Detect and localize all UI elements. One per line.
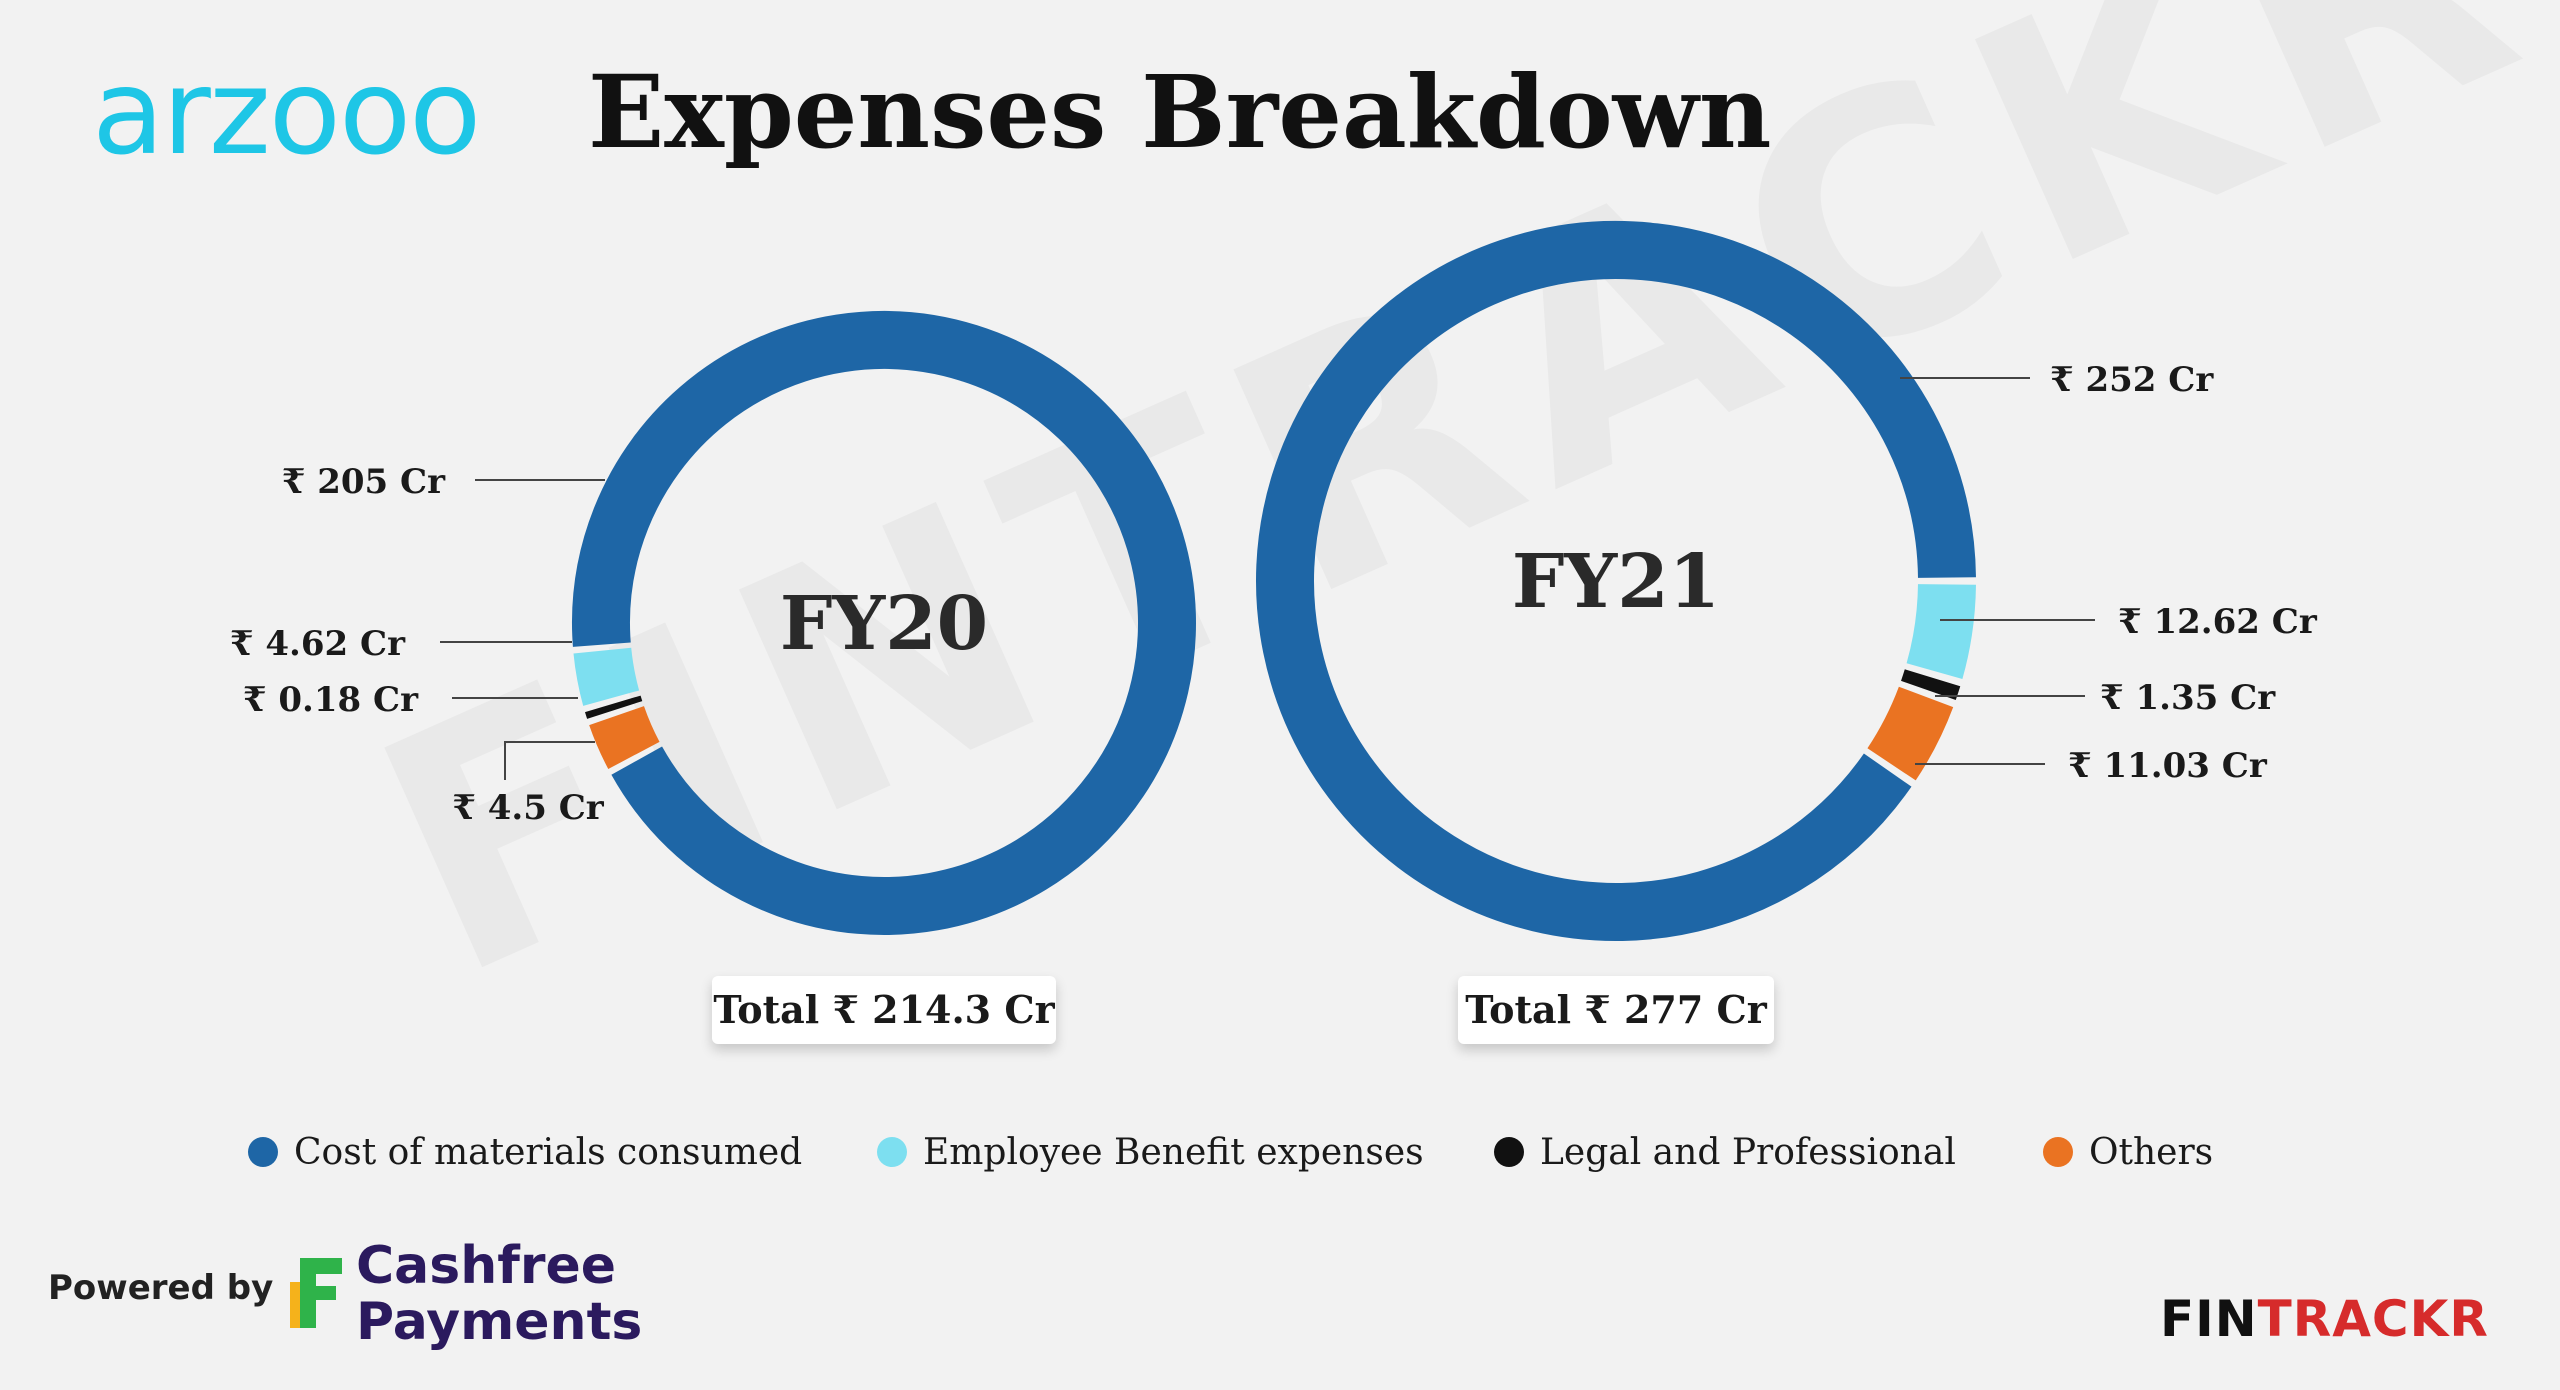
fy20-leader-line — [504, 741, 595, 780]
fy21-center-title: FY21 — [1512, 539, 1720, 625]
fy20-slice-cost-of-materials — [572, 311, 1196, 935]
legend-dot-blue — [248, 1137, 278, 1167]
legend-item-employee-benefit: Employee Benefit expenses — [877, 1125, 1424, 1179]
cashfree-wordmark: Cashfree Payments — [356, 1238, 642, 1350]
fy21-slice-employee-benefit — [1906, 583, 1976, 680]
fy21-slice-legal-professional — [1900, 669, 1961, 700]
fy20-center-title: FY20 — [780, 581, 988, 667]
fy20-value-label-others: ₹ 4.5 Cr — [452, 788, 605, 828]
fintrackr-part2: TRACKR — [2257, 1290, 2489, 1348]
fy21-value-label-legal-professional: ₹ 1.35 Cr — [2100, 678, 2276, 718]
fy20-slice-others — [589, 705, 660, 769]
fy21-value-label-employee-benefit: ₹ 12.62 Cr — [2118, 602, 2318, 642]
fy20-value-label-cost-of-materials: ₹ 205 Cr — [282, 462, 446, 502]
fy20-value-label-employee-benefit: ₹ 4.62 Cr — [230, 624, 406, 664]
powered-by-label: Powered by — [48, 1268, 274, 1308]
cashfree-line1: Cashfree — [356, 1236, 617, 1296]
legend-label: Employee Benefit expenses — [923, 1131, 1424, 1173]
legend-dot-orange — [2043, 1137, 2073, 1167]
brand-logo-text: arzooo — [92, 43, 481, 181]
arzooo-logo: arzooo — [92, 52, 552, 172]
fy21-total-label: Total ₹ 277 Cr — [1458, 976, 1774, 1044]
fy20-total-label: Total ₹ 214.3 Cr — [712, 976, 1056, 1044]
fy21-value-label-cost-of-materials: ₹ 252 Cr — [2050, 360, 2214, 400]
legend-label: Cost of materials consumed — [294, 1131, 803, 1173]
legend-dot-cyan — [877, 1137, 907, 1167]
legend-label: Legal and Professional — [1540, 1131, 1956, 1173]
fy20-slice-legal-professional — [585, 695, 643, 719]
page-title: Expenses Breakdown — [588, 53, 1772, 171]
cashfree-logo-icon — [290, 1258, 342, 1328]
legend: Cost of materials consumed Employee Bene… — [0, 1125, 2560, 1179]
cashfree-line2: Payments — [356, 1292, 643, 1352]
fy21-value-label-others: ₹ 11.03 Cr — [2068, 746, 2268, 786]
legend-item-cost-of-materials: Cost of materials consumed — [248, 1125, 802, 1179]
legend-dot-black — [1494, 1137, 1524, 1167]
fy21-slice-others — [1867, 686, 1954, 781]
legend-item-legal-professional: Legal and Professional — [1494, 1125, 1956, 1179]
fintrackr-part1: FIN — [2160, 1290, 2258, 1348]
legend-label: Others — [2089, 1131, 2214, 1173]
fintrackr-logo: FINTRACKR — [2160, 1290, 2489, 1348]
fy20-value-label-legal-professional: ₹ 0.18 Cr — [243, 680, 419, 720]
legend-item-others: Others — [2043, 1125, 2213, 1179]
fy21-slice-cost-of-materials — [1256, 221, 1976, 941]
fy20-slice-employee-benefit — [573, 647, 640, 706]
